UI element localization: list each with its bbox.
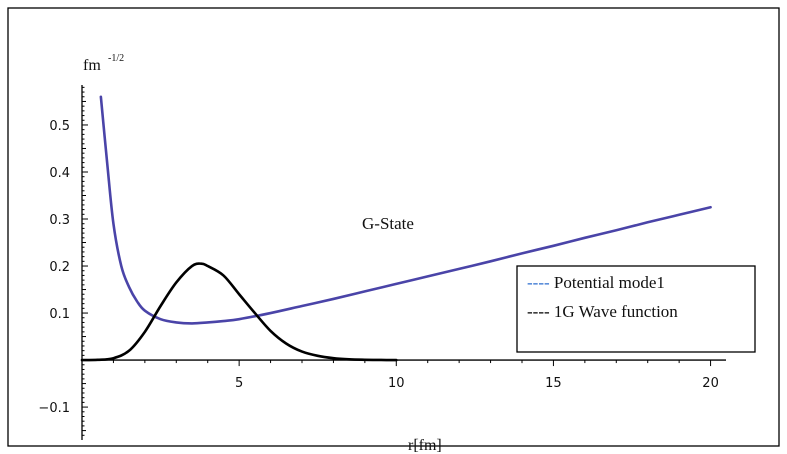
x-axis-label: r[fm] (408, 437, 442, 454)
x-tick-label: 15 (545, 376, 562, 391)
y-tick-label: 0.1 (49, 307, 70, 322)
y-axis-label-exponent: -1/2 (108, 53, 124, 64)
y-tick-label: 0.2 (49, 260, 70, 275)
x-tick-label: 10 (388, 376, 405, 391)
y-tick-label: 0.5 (49, 119, 70, 134)
series-potential-line (99, 95, 712, 325)
legend-item-potential: ---- Potential mode1 (527, 273, 665, 292)
figure-border (7, 7, 780, 447)
y-axis-label: fm (83, 57, 101, 74)
chart-title: G-State (362, 214, 414, 233)
legend-box (516, 265, 756, 353)
series-wave-function-line (80, 262, 398, 362)
legend-label-text: 1G Wave function (550, 302, 679, 321)
x-tick-label: 5 (235, 376, 243, 391)
legend-dash-marker: ---- (527, 302, 550, 321)
y-tick-label: 0.3 (49, 213, 70, 228)
y-tick-label: 0.4 (49, 166, 70, 181)
legend-label-text: Potential mode1 (550, 273, 665, 292)
legend: ---- Potential mode1 ---- 1G Wave functi… (516, 265, 756, 353)
legend-dash-marker: ---- (527, 273, 550, 292)
y-tick-label: −0.1 (38, 401, 70, 416)
legend-item-wave-function: ---- 1G Wave function (527, 302, 678, 321)
x-tick-label: 20 (702, 376, 719, 391)
